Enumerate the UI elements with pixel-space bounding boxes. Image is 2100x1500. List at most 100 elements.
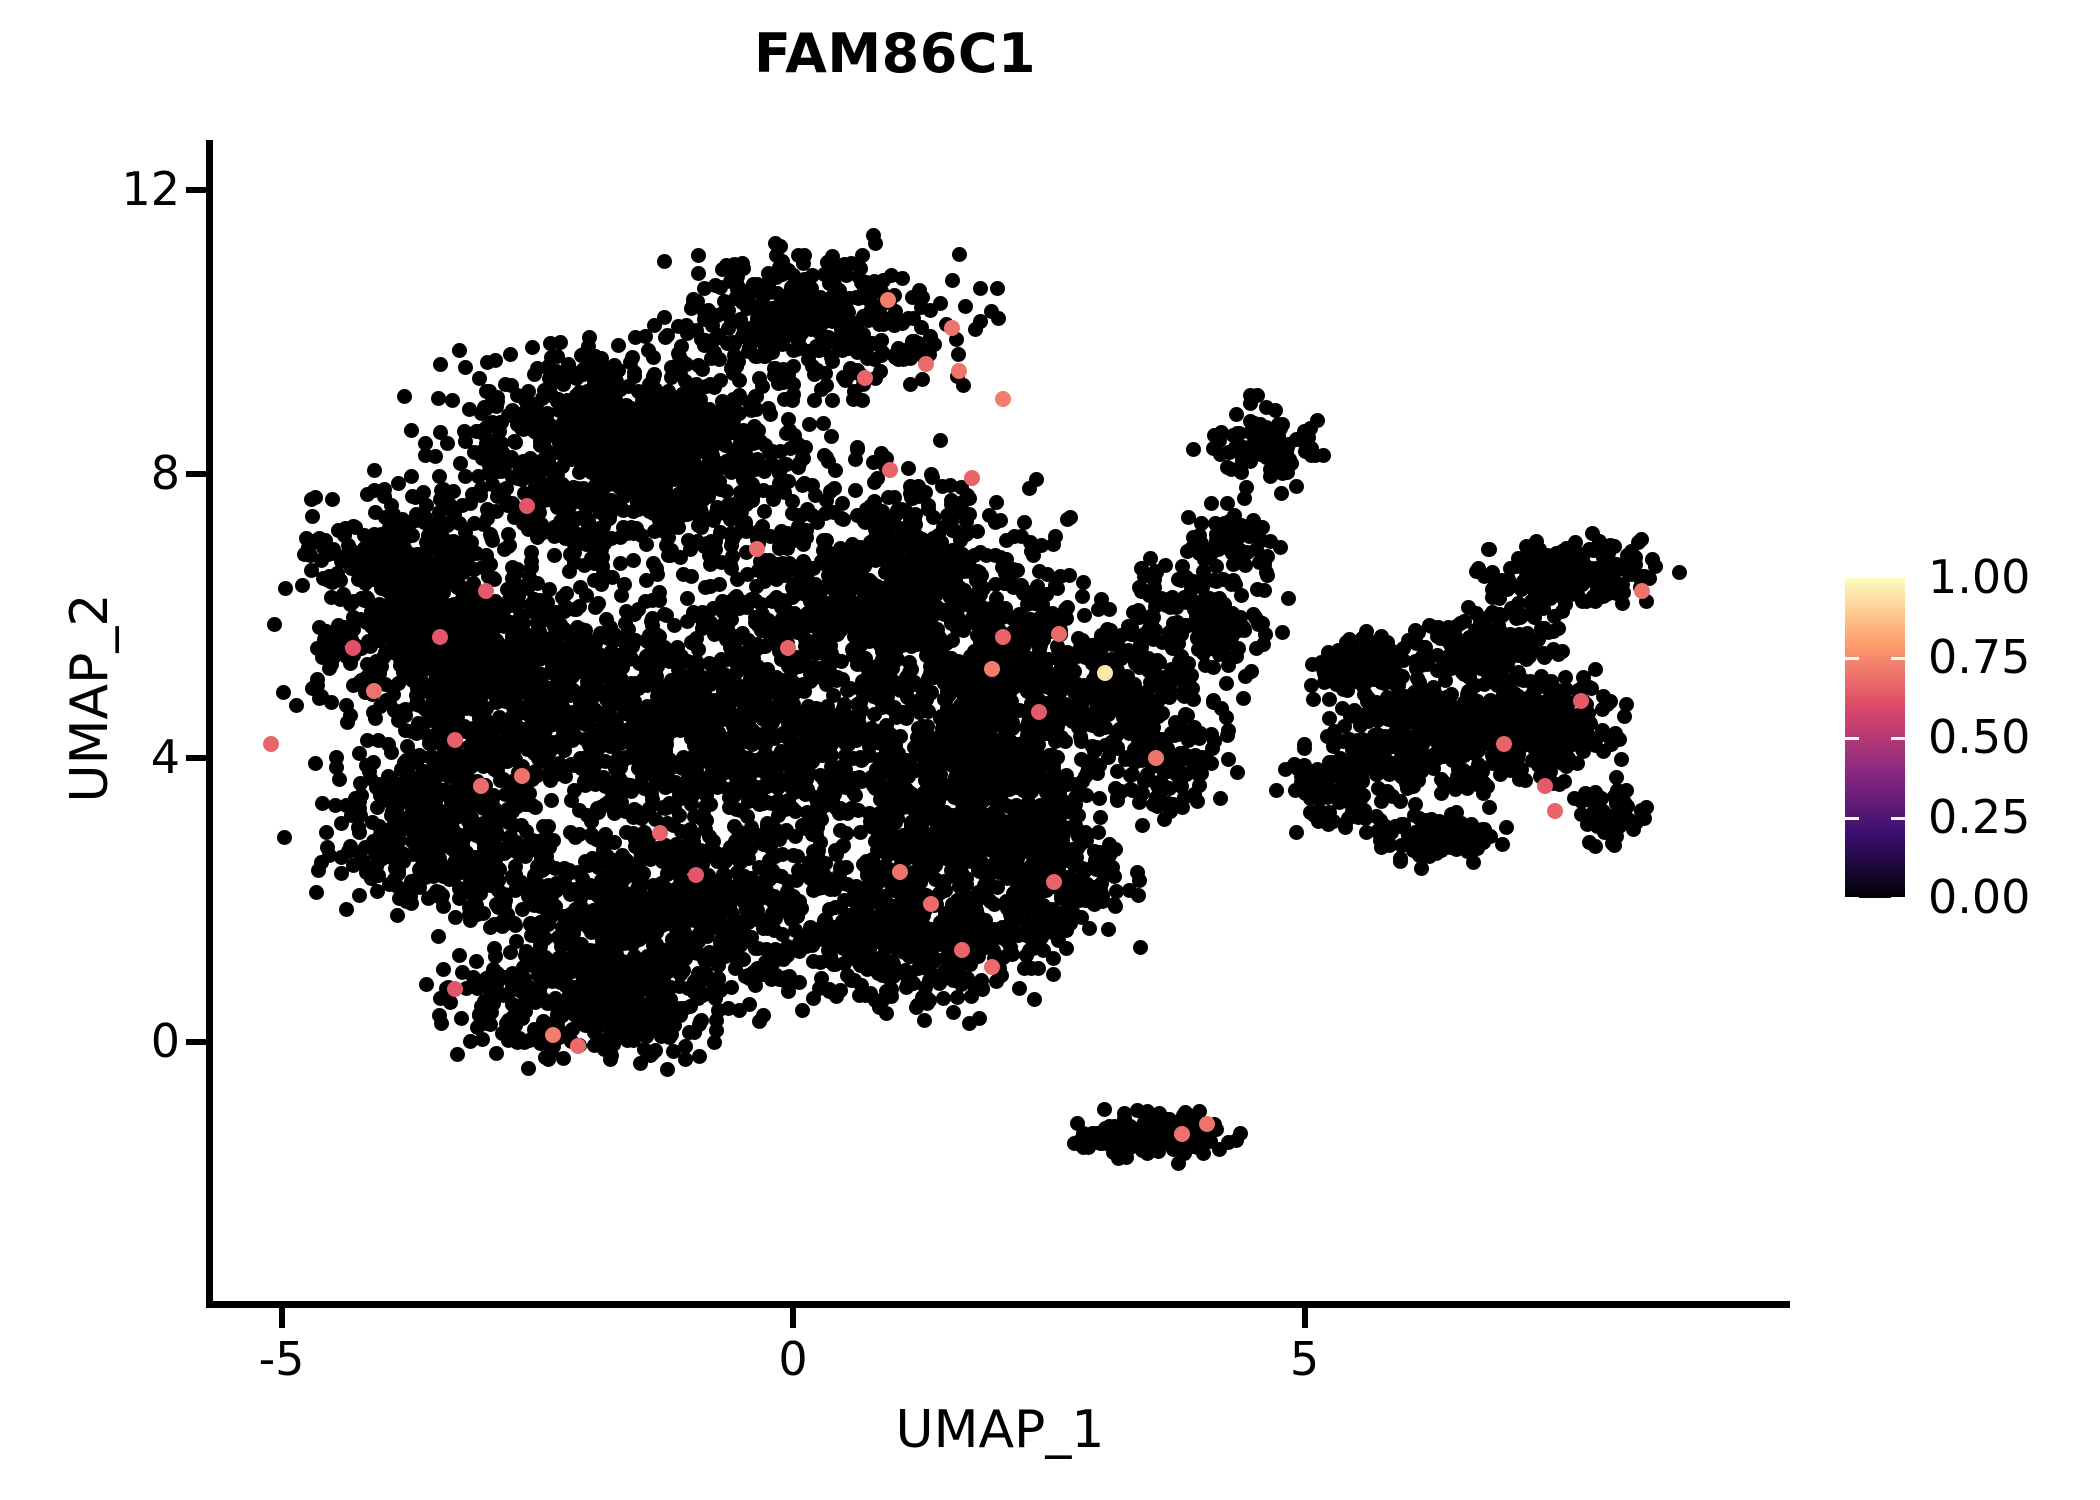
scatter-point: [544, 387, 560, 403]
scatter-point: [553, 440, 569, 456]
scatter-point: [790, 436, 806, 452]
scatter-point: [923, 466, 939, 482]
scatter-point: [345, 677, 361, 693]
scatter-point: [708, 454, 724, 470]
scatter-point: [957, 506, 973, 522]
scatter-point: [795, 526, 811, 542]
scatter-point: [571, 803, 587, 819]
scatter-point: [613, 555, 629, 571]
scatter-point: [490, 485, 506, 501]
scatter-point: [711, 577, 727, 593]
scatter-point: [815, 416, 831, 432]
scatter-point: [1092, 810, 1108, 826]
scatter-point: [581, 666, 597, 682]
scatter-point: [733, 646, 749, 662]
scatter-point: [707, 533, 723, 549]
scatter-point: [658, 607, 674, 623]
scatter-point: [765, 563, 781, 579]
scatter-point: [595, 648, 611, 664]
scatter-point: [623, 725, 639, 741]
scatter-point: [808, 487, 824, 503]
x-tick-mark: [1301, 1306, 1308, 1328]
scatter-point: [670, 520, 686, 536]
scatter-point: [1046, 537, 1062, 553]
scatter-point: [816, 610, 832, 626]
scatter-point: [798, 771, 814, 787]
scatter-point: [713, 481, 729, 497]
scatter-point: [741, 915, 757, 931]
scatter-point: [548, 898, 564, 914]
scatter-point: [778, 604, 794, 620]
scatter-point: [501, 591, 517, 607]
scatter-point: [549, 882, 565, 898]
scatter-point: [433, 424, 449, 440]
scatter-point: [687, 937, 703, 953]
y-tick-mark: [186, 755, 208, 761]
scatter-point: [728, 843, 744, 859]
scatter-point: [623, 400, 639, 416]
scatter-point: [737, 868, 753, 884]
scatter-point: [825, 392, 841, 408]
scatter-point: [525, 702, 541, 718]
scatter-point: [824, 793, 840, 809]
scatter-point: [461, 401, 477, 417]
scatter-point: [893, 502, 909, 518]
scatter-point: [267, 616, 283, 632]
scatter-point: [787, 686, 803, 702]
scatter-point: [910, 636, 926, 652]
scatter-point: [763, 407, 779, 423]
scatter-point: [640, 916, 656, 932]
scatter-point: [625, 639, 641, 655]
scatter-point: [725, 445, 741, 461]
scatter-point: [850, 656, 866, 672]
scatter-point: [309, 641, 325, 657]
scatter-point: [780, 771, 796, 787]
scatter-point: [638, 537, 654, 553]
scatter-point: [644, 610, 660, 626]
scatter-point: [609, 373, 625, 389]
scatter-point: [533, 410, 549, 426]
scatter-point: [571, 465, 587, 481]
scatter-point: [684, 796, 700, 812]
scatter-point: [723, 537, 739, 553]
scatter-point: [567, 782, 583, 798]
scatter-point: [479, 355, 495, 371]
scatter-point: [610, 338, 626, 354]
scatter-point: [646, 932, 662, 948]
scatter-point: [381, 695, 397, 711]
scatter-point: [773, 869, 789, 885]
scatter-point: [774, 536, 790, 552]
scatter-point: [594, 905, 610, 921]
scatter-point: [433, 357, 449, 373]
x-tick-label: 0: [778, 1332, 808, 1386]
scatter-point: [681, 685, 697, 701]
scatter-point: [698, 813, 714, 829]
scatter-point: [542, 478, 558, 494]
x-axis-spine: [206, 1301, 1790, 1308]
scatter-point: [689, 780, 705, 796]
scatter-point: [625, 915, 641, 931]
scatter-point: [833, 511, 849, 527]
scatter-point: [577, 645, 593, 661]
scatter-point: [494, 720, 510, 736]
scatter-point: [646, 349, 662, 365]
scatter-point: [576, 690, 592, 706]
y-tick-label: 4: [150, 730, 180, 784]
scatter-point: [742, 997, 758, 1013]
scatter-point: [520, 580, 536, 596]
scatter-point: [907, 517, 923, 533]
scatter-point: [509, 388, 525, 404]
scatter-point: [627, 675, 643, 691]
scatter-point: [796, 556, 812, 572]
scatter-point: [745, 964, 761, 980]
scatter-point: [340, 714, 356, 730]
scatter-point: [758, 616, 774, 632]
scatter-point: [584, 455, 600, 471]
scatter-point: [822, 484, 838, 500]
scatter-point: [577, 558, 593, 574]
scatter-point: [900, 533, 916, 549]
scatter-point: [585, 766, 601, 782]
scatter-point: [821, 567, 837, 583]
scatter-point: [889, 651, 905, 667]
scatter-point: [835, 712, 851, 728]
